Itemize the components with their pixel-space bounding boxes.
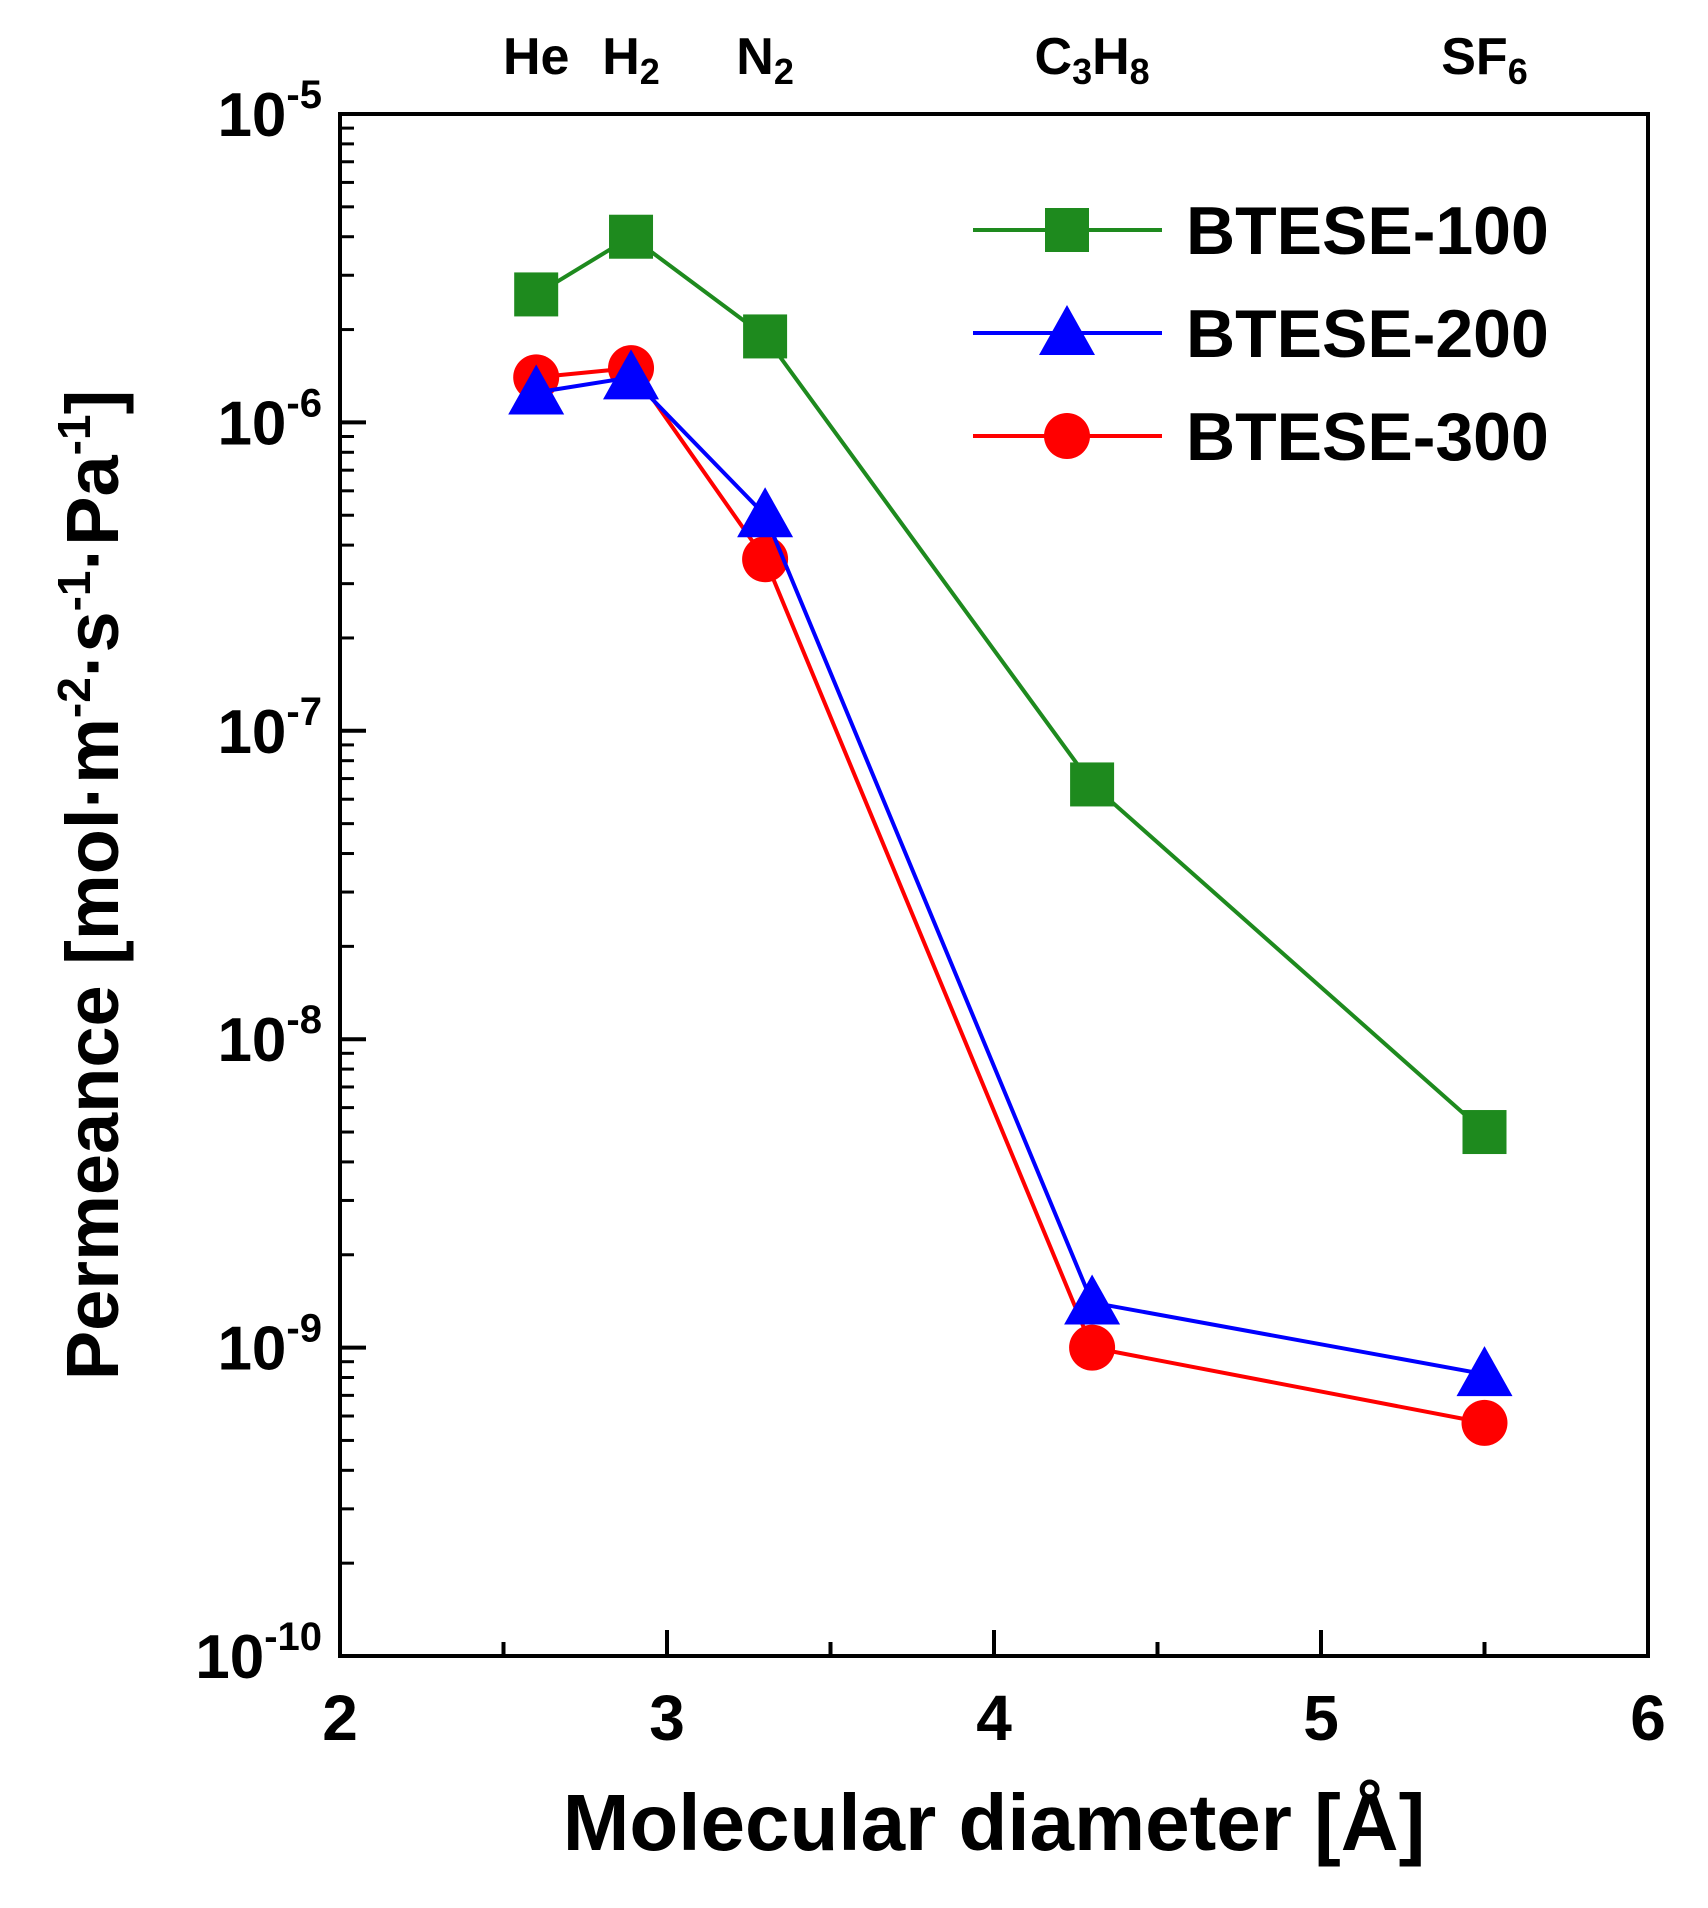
gas-label: SF6: [1441, 28, 1527, 92]
legend-label: BTESE-200: [1186, 296, 1549, 372]
y-tick-label: 10-8: [217, 998, 322, 1075]
legend-marker: [1039, 305, 1095, 355]
y-tick-label: 10-7: [217, 690, 322, 767]
data-point: [1462, 1110, 1507, 1155]
x-tick-label: 2: [322, 1682, 358, 1754]
series-layer: [508, 214, 1513, 1446]
legend-item: BTESE-200: [973, 296, 1549, 372]
x-tick-label: 4: [976, 1682, 1012, 1754]
data-point: [743, 314, 788, 359]
gas-label: N2: [736, 28, 794, 92]
data-point: [1456, 1346, 1513, 1397]
data-point: [609, 214, 654, 259]
data-point: [1461, 1399, 1508, 1446]
series-btese-100: [514, 214, 1507, 1155]
series-line: [535, 375, 1485, 1377]
x-tick-label: 5: [1303, 1682, 1339, 1754]
y-tick-label: 10-6: [217, 381, 322, 458]
series-btese-200: [508, 349, 1513, 1397]
gas-label: He: [503, 28, 569, 86]
y-tick-label: 10-10: [195, 1615, 322, 1692]
legend: BTESE-100 BTESE-200 BTESE-300: [973, 193, 1549, 475]
data-point: [603, 349, 660, 400]
legend-label: BTESE-100: [1186, 193, 1549, 269]
data-point: [508, 364, 565, 415]
series-btese-300: [513, 345, 1508, 1446]
legend-marker: [1045, 208, 1089, 252]
x-tick-label: 3: [649, 1682, 685, 1754]
x-tick-label: 6: [1630, 1682, 1666, 1754]
data-point: [737, 487, 794, 538]
series-line: [536, 365, 1485, 1425]
legend-item: BTESE-300: [973, 399, 1549, 475]
legend-item: BTESE-100: [973, 193, 1549, 269]
y-tick-label: 10-9: [217, 1307, 322, 1384]
gas-label: H2: [602, 28, 660, 92]
plot-area: 2 3 4 5 6 10-10 10-9 10-8 10-7 10-6 10-5: [195, 73, 1666, 1754]
legend-label: BTESE-300: [1186, 399, 1549, 475]
data-point: [742, 536, 789, 583]
data-point: [1069, 1324, 1116, 1371]
y-tick-label: 10-5: [217, 73, 322, 150]
legend-marker: [1044, 413, 1090, 459]
data-point: [1070, 762, 1115, 807]
gas-labels: He H2 N2 C3H8 SF6: [503, 28, 1528, 92]
x-axis-title: Molecular diameter [Å]: [563, 1778, 1425, 1867]
gas-label: C3H8: [1035, 28, 1150, 92]
data-point: [1064, 1274, 1121, 1325]
y-axis-title: Permeance [mol·m-2·s-1·Pa-1]: [48, 390, 134, 1380]
data-point: [514, 272, 559, 317]
